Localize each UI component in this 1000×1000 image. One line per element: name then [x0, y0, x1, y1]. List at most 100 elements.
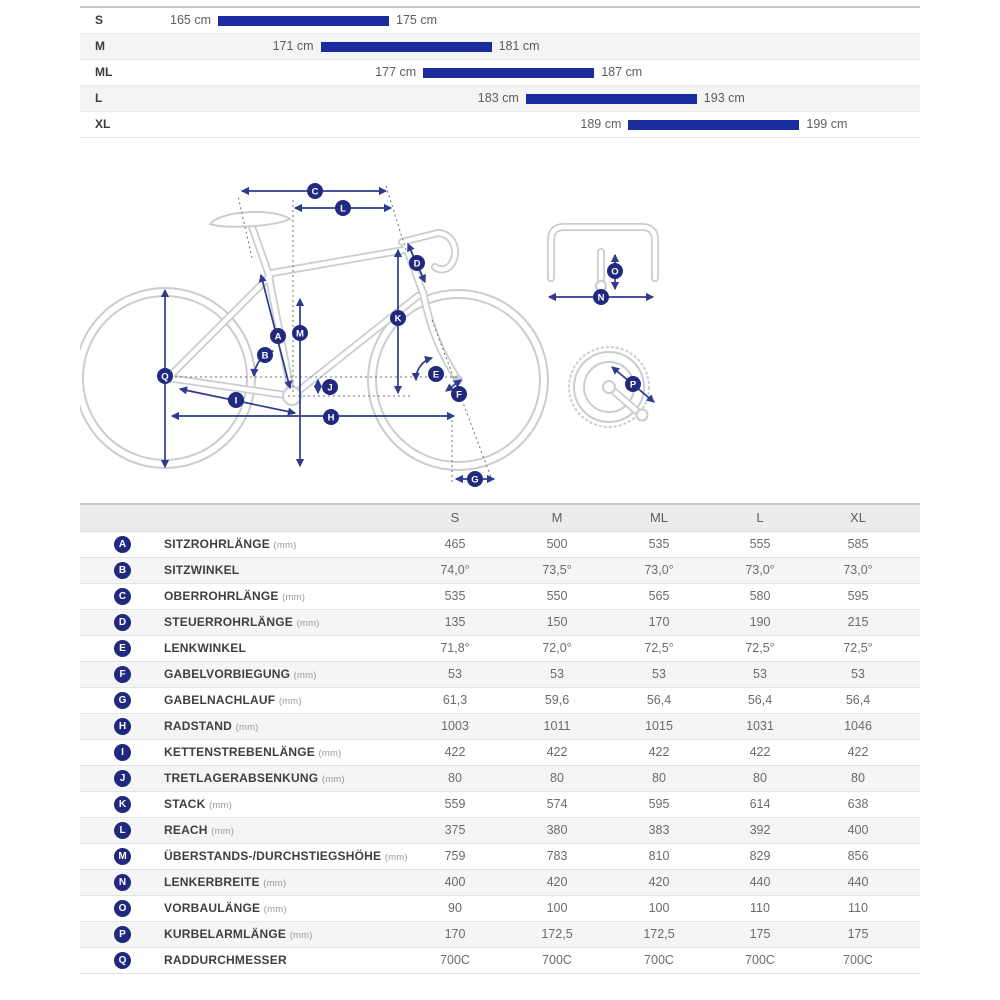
row-label: STEUERROHRLÄNGE (mm) [164, 610, 320, 636]
row-letter-badge: L [114, 822, 131, 839]
max-height-label: 181 cm [498, 39, 540, 53]
row-unit: (mm) [263, 904, 287, 915]
diagram-marker-C: C [307, 183, 323, 199]
cell-F-L: 53 [753, 667, 767, 681]
min-height-label: 165 cm [170, 13, 211, 27]
row-label-text: ÜBERSTANDS-/DURCHSTIEGSHÖHE [164, 849, 382, 863]
marker-circle [390, 310, 406, 326]
diagram-marker-M: M [292, 325, 308, 341]
row-label: STACK (mm) [164, 792, 232, 818]
row-label: SITZROHRLÄNGE (mm) [164, 532, 296, 558]
diagram-marker-K: K [390, 310, 406, 326]
cell-J-S: 80 [448, 771, 462, 785]
geometry-row-H: H RADSTAND (mm) 1003 1011 1015 1031 1046 [80, 714, 920, 740]
marker-letter: A [275, 331, 282, 342]
marker-letter: K [395, 313, 402, 324]
cell-P-XL: 175 [847, 927, 869, 941]
diagram-marker-G: G [467, 471, 483, 487]
row-label-text: LENKWINKEL [164, 641, 246, 655]
cell-C-L: 580 [749, 589, 771, 603]
row-label-text: REACH [164, 823, 208, 837]
row-letter-badge: C [114, 588, 131, 605]
row-unit: (mm) [384, 852, 408, 863]
size-row-XL: XL 189 cm 199 cm [80, 112, 920, 138]
cell-A-S: 465 [444, 537, 466, 551]
cell-G-XL: 56,4 [845, 693, 871, 707]
cell-D-S: 135 [444, 615, 466, 629]
column-header-M: M [551, 510, 563, 525]
diagram-marker-A: A [270, 328, 286, 344]
cell-B-ML: 73,0° [644, 563, 674, 577]
marker-circle [451, 386, 467, 402]
cell-Q-M: 700C [542, 953, 572, 967]
marker-letter: F [456, 389, 462, 400]
row-label: SITZWINKEL [164, 558, 239, 583]
cell-Q-S: 700C [440, 953, 470, 967]
marker-letter: L [340, 203, 346, 214]
cell-B-S: 74,0° [440, 563, 470, 577]
row-label-text: KETTENSTREBENLÄNGE [164, 745, 315, 759]
geometry-row-F: F GABELVORBIEGUNG (mm) 53 53 53 53 53 [80, 662, 920, 688]
cell-O-ML: 100 [648, 901, 670, 915]
geometry-table-header: S M ML L XL [80, 505, 920, 532]
column-header-S: S [450, 510, 460, 525]
row-letter-badge: G [114, 692, 131, 709]
cell-J-XL: 80 [851, 771, 865, 785]
cell-J-ML: 80 [652, 771, 666, 785]
row-label: KETTENSTREBENLÄNGE (mm) [164, 740, 341, 766]
cell-A-M: 500 [546, 537, 568, 551]
row-letter-badge: B [114, 562, 131, 579]
row-letter-badge: F [114, 666, 131, 683]
size-label: S [95, 13, 104, 27]
row-label: REACH (mm) [164, 818, 234, 844]
height-range-bar [525, 94, 697, 104]
cell-O-L: 110 [750, 901, 770, 915]
cell-A-ML: 535 [648, 537, 670, 551]
measurement-arrows [160, 186, 655, 484]
column-header-L: L [756, 510, 764, 525]
cell-N-ML: 420 [648, 875, 670, 889]
row-unit: (mm) [209, 800, 232, 811]
row-letter-badge: A [114, 536, 131, 553]
rider-height-chart: S 165 cm 175 cm M 171 cm 181 cm ML 177 cm 187 cm… [80, 6, 920, 138]
cell-Q-ML: 700C [644, 953, 674, 967]
marker-circle [467, 471, 483, 487]
cell-M-M: 783 [546, 849, 568, 863]
min-height-label: 183 cm [477, 91, 519, 105]
cell-C-XL: 595 [847, 589, 869, 603]
row-label: LENKWINKEL [164, 636, 246, 661]
row-label: RADDURCHMESSER [164, 948, 287, 973]
height-range-bar [218, 16, 389, 26]
geometry-row-P: P KURBELARMLÄNGE (mm) 170 172,5 172,5 175 175 [80, 922, 920, 948]
cell-M-S: 759 [444, 849, 466, 863]
cell-A-XL: 585 [847, 537, 869, 551]
cell-F-XL: 53 [851, 667, 865, 681]
geometry-row-E: E LENKWINKEL 71,8° 72,0° 72,5° 72,5° 72,5° [80, 636, 920, 662]
marker-letter: P [630, 379, 637, 390]
marker-letter: H [328, 412, 335, 423]
row-label-text: RADSTAND [164, 719, 233, 733]
geometry-row-K: K STACK (mm) 559 574 595 614 638 [80, 792, 920, 818]
row-letter-badge: Q [114, 952, 131, 969]
geometry-row-C: C OBERROHRLÄNGE (mm) 535 550 565 580 595 [80, 584, 920, 610]
cell-B-XL: 73,0° [843, 563, 873, 577]
cell-N-M: 420 [546, 875, 568, 889]
row-letter-badge: N [114, 874, 131, 891]
row-label-text: RADDURCHMESSER [164, 953, 287, 967]
row-label-text: LENKERBREITE [164, 875, 260, 889]
cell-K-L: 614 [749, 797, 771, 811]
row-letter-badge: H [114, 718, 131, 735]
row-unit: (mm) [282, 592, 306, 603]
diagram-marker-E: E [428, 366, 444, 382]
diagram-marker-O: O [607, 263, 623, 279]
row-label-text: STEUERROHRLÄNGE [164, 615, 294, 629]
cell-P-ML: 172,5 [643, 927, 675, 941]
seat-tube-extension [237, 195, 253, 259]
cell-I-M: 422 [546, 745, 568, 759]
cell-M-XL: 856 [847, 849, 869, 863]
marker-circle [409, 255, 425, 271]
row-letter-badge: E [114, 640, 131, 657]
cell-O-S: 90 [448, 901, 462, 915]
row-label-text: TRETLAGERABSENKUNG [164, 771, 319, 785]
